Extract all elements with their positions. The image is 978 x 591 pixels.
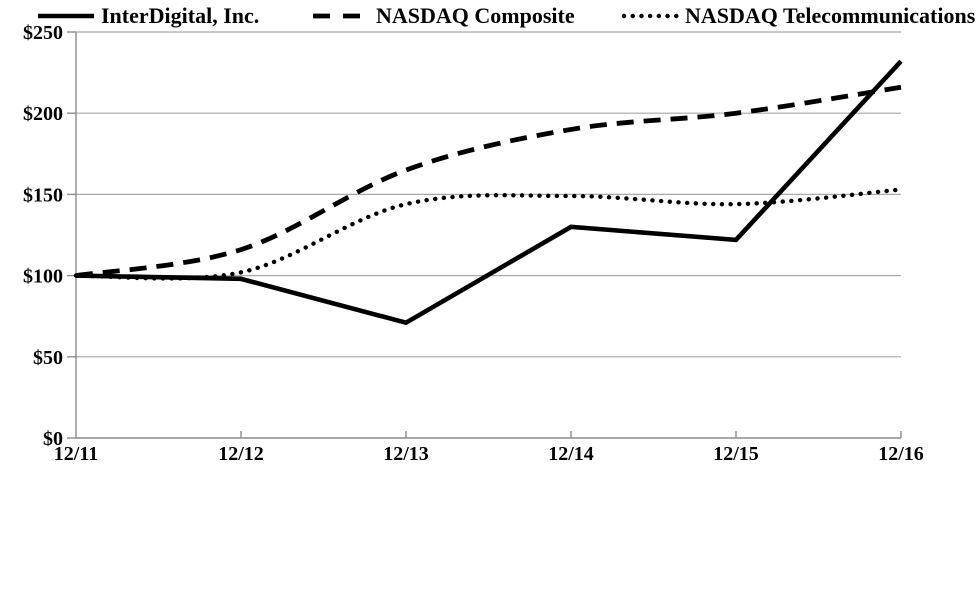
chart-canvas: $0 $50 $100 $150 $200 $250 12/11 12/12 12/13 12/1… — [23, 22, 924, 465]
y-axis-label: $0 — [43, 428, 63, 450]
dotted-line-swatch — [621, 13, 679, 19]
x-axis-label: 12/16 — [878, 443, 924, 465]
y-axis-label: $50 — [33, 347, 63, 369]
y-axis-label: $250 — [23, 22, 63, 44]
y-axis-label: $200 — [23, 103, 63, 125]
dashed-line-swatch — [313, 13, 370, 19]
series-line-dotted — [73, 187, 904, 281]
x-axis-label: 12/13 — [383, 443, 429, 465]
legend-item-nasdaq-composite: NASDAQ Composite — [312, 0, 575, 32]
chart-legend: InterDigital, Inc. NASDAQ Composite NASD… — [0, 0, 978, 32]
legend-label-interdigital: InterDigital, Inc. — [101, 3, 260, 28]
series-line-dashed — [75, 84, 902, 278]
series-line-solid — [75, 59, 903, 326]
legend-label-nasdaq-composite: NASDAQ Composite — [376, 3, 575, 28]
x-axis-label: 12/14 — [548, 443, 594, 465]
x-axis-label: 12/12 — [218, 443, 264, 465]
x-axis-label: 12/11 — [54, 443, 98, 465]
legend-item-nasdaq-telecom: NASDAQ Telecommunications — [621, 0, 975, 32]
y-axis-label: $100 — [23, 266, 63, 288]
legend-item-interdigital: InterDigital, Inc. — [37, 0, 259, 32]
x-axis-label: 12/15 — [713, 443, 759, 465]
legend-label-nasdaq-telecom: NASDAQ Telecommunications — [685, 3, 976, 28]
y-axis-label: $150 — [23, 184, 63, 206]
solid-line-swatch — [38, 13, 94, 19]
